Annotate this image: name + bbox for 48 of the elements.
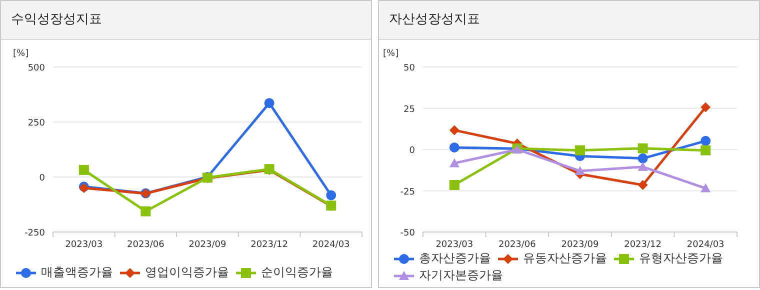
point xyxy=(575,145,585,156)
legend-label: 순이익증가율 xyxy=(261,264,333,281)
y-tick-label: -25 xyxy=(400,187,415,198)
point xyxy=(264,98,274,108)
y-axis-title: [%] xyxy=(13,49,29,59)
x-tick-label: 2023/06 xyxy=(498,240,536,250)
legend-label: 매출액증가율 xyxy=(41,264,113,281)
x-tick-label: 2023/06 xyxy=(127,240,165,250)
y-tick-label: -250 xyxy=(24,228,46,238)
x-tick-label: 2023/03 xyxy=(436,240,474,250)
point xyxy=(638,162,648,171)
y-tick-label: 500 xyxy=(28,64,46,74)
x-tick-label: 2023/03 xyxy=(65,240,103,250)
point xyxy=(638,143,648,154)
point xyxy=(700,102,711,112)
x-tick-label: 2023/12 xyxy=(250,240,288,250)
chart-title: 수익성장성지표 xyxy=(1,1,371,40)
y-tick-label: 0 xyxy=(409,146,416,156)
y-tick-label: 50 xyxy=(404,64,416,74)
point xyxy=(78,164,89,175)
point xyxy=(575,166,585,175)
point xyxy=(700,183,711,192)
legend-label: 영업이익증가율 xyxy=(145,264,229,281)
legend-label: 유형자산증가율 xyxy=(639,250,723,267)
y-tick-label: 0 xyxy=(39,174,46,184)
y-axis-title: [%] xyxy=(383,49,399,59)
point xyxy=(449,180,460,190)
point xyxy=(449,158,460,168)
point xyxy=(638,153,648,164)
legend-label: 총자산증가율 xyxy=(419,250,491,267)
x-tick-label: 2023/09 xyxy=(188,240,226,250)
y-tick-label: 25 xyxy=(404,104,415,115)
x-tick-label: 2023/12 xyxy=(624,240,662,250)
legend-label: 유동자산증가율 xyxy=(523,250,607,267)
x-tick-label: 2024/03 xyxy=(686,240,724,250)
point xyxy=(449,125,460,136)
point xyxy=(449,142,460,153)
x-tick-label: 2024/03 xyxy=(312,240,350,250)
point xyxy=(700,136,711,146)
point xyxy=(700,145,711,156)
x-tick-label: 2023/09 xyxy=(561,240,599,250)
point xyxy=(326,190,336,200)
y-tick-label: -50 xyxy=(400,228,416,238)
chart-title: 자산성장성지표 xyxy=(379,1,759,40)
point xyxy=(638,180,648,190)
legend-label: 자기자본증가율 xyxy=(419,267,503,284)
point xyxy=(140,206,151,216)
y-tick-label: 250 xyxy=(28,118,46,128)
